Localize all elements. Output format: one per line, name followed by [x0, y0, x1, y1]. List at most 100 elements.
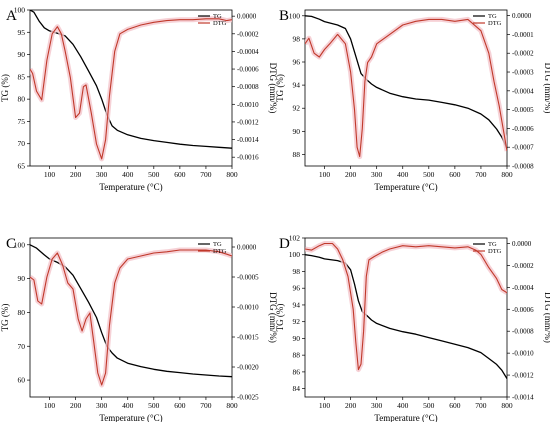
x-axis-title: Temperature (°C) — [374, 182, 437, 192]
y-left-tick-label: 90 — [18, 50, 26, 59]
legend-label-dtg: DTG — [213, 20, 227, 27]
x-axis-title: Temperature (°C) — [99, 413, 162, 422]
y-right-tick-label: -0.0007 — [512, 144, 534, 152]
x-tick-label: 600 — [449, 170, 461, 179]
y-left-tick-label: 92 — [293, 317, 301, 326]
series-tg-line — [30, 10, 232, 149]
series-tg-line — [305, 15, 507, 149]
y-left-tick-label: 84 — [293, 384, 301, 393]
x-tick-label: 500 — [148, 170, 160, 179]
y-right-axis-title: DTG (mm/%) — [268, 63, 278, 114]
legend-label-tg: TG — [488, 241, 497, 248]
y-right-tick-label: -0.0005 — [237, 274, 259, 282]
series-dtg-halo — [305, 16, 507, 160]
y-left-tick-label: 96 — [293, 58, 301, 67]
x-tick-label: 700 — [475, 401, 487, 410]
x-tick-label: 700 — [475, 170, 487, 179]
panel-label: C — [6, 236, 16, 252]
y-right-tick-label: -0.0008 — [512, 328, 534, 336]
y-left-tick-label: 60 — [18, 376, 26, 385]
y-left-tick-label: 86 — [293, 367, 301, 376]
legend-label-tg: TG — [488, 13, 497, 20]
y-right-tick-label: 0.0000 — [512, 240, 532, 248]
plot-frame — [304, 237, 508, 398]
x-tick-label: 400 — [122, 170, 134, 179]
x-tick-label: 100 — [44, 170, 56, 179]
series-dtg-line — [30, 18, 232, 160]
y-left-tick-label: 100 — [289, 11, 301, 20]
y-right-tick-label: 0.0000 — [237, 13, 257, 21]
x-tick-label: 700 — [200, 401, 212, 410]
legend-label-dtg: DTG — [488, 248, 502, 255]
y-right-tick-label: -0.0003 — [512, 69, 534, 77]
y-left-tick-label: 80 — [18, 308, 26, 317]
legend-label-dtg: DTG — [213, 248, 227, 255]
y-left-axis-title: TG (%) — [275, 74, 285, 102]
y-right-tick-label: -0.0014 — [512, 394, 534, 402]
y-left-tick-label: 75 — [18, 117, 26, 126]
series-dtg-line — [305, 18, 507, 158]
y-right-axis-title: DTG (mm/%) — [543, 63, 550, 114]
series-dtg-halo — [30, 247, 232, 388]
y-left-tick-label: 92 — [293, 104, 301, 113]
y-right-tick-label: -0.0006 — [512, 306, 534, 314]
x-tick-label: 700 — [200, 170, 212, 179]
y-right-tick-label: -0.0006 — [237, 66, 259, 74]
panel-label: D — [279, 236, 290, 252]
y-left-tick-label: 94 — [293, 81, 301, 90]
y-left-tick-label: 100 — [14, 6, 26, 15]
panel-label: B — [279, 8, 289, 24]
legend-label-dtg: DTG — [488, 20, 502, 27]
y-left-tick-label: 100 — [14, 240, 26, 249]
x-tick-label: 400 — [122, 401, 134, 410]
x-tick-label: 300 — [96, 401, 108, 410]
y-left-tick-label: 70 — [18, 342, 26, 351]
y-left-tick-label: 98 — [293, 267, 301, 276]
x-axis-title: Temperature (°C) — [374, 413, 437, 422]
y-left-tick-label: 90 — [18, 274, 26, 283]
x-tick-label: 200 — [345, 401, 357, 410]
x-tick-label: 200 — [70, 170, 82, 179]
x-tick-label: 300 — [96, 170, 108, 179]
x-tick-label: 400 — [397, 401, 409, 410]
x-tick-label: 100 — [319, 170, 331, 179]
y-right-tick-label: -0.0004 — [237, 48, 259, 56]
series-dtg-halo — [30, 16, 232, 162]
y-left-tick-label: 88 — [293, 351, 301, 360]
x-tick-label: 500 — [148, 401, 160, 410]
y-right-tick-label: -0.0008 — [237, 83, 259, 91]
x-axis-title: Temperature (°C) — [99, 182, 162, 192]
y-right-tick-label: -0.0008 — [512, 163, 534, 171]
y-left-axis-title: TG (%) — [0, 304, 10, 332]
y-right-axis-title: DTG (mm/%) — [543, 292, 550, 343]
y-left-tick-label: 98 — [293, 34, 301, 43]
y-right-tick-label: -0.0002 — [512, 50, 534, 58]
x-tick-label: 600 — [174, 401, 186, 410]
y-right-tick-label: -0.0004 — [512, 284, 534, 292]
y-right-tick-label: -0.0001 — [512, 31, 534, 39]
x-tick-label: 300 — [371, 401, 383, 410]
x-tick-label: 500 — [423, 401, 435, 410]
y-left-tick-label: 70 — [18, 139, 26, 148]
y-left-tick-label: 100 — [289, 250, 301, 259]
y-left-axis-title: TG (%) — [0, 74, 10, 102]
y-right-axis-title: DTG (mm/%) — [268, 292, 278, 343]
y-right-tick-label: 0.0000 — [237, 244, 257, 252]
plot-frame — [304, 9, 508, 167]
y-left-tick-label: 90 — [293, 334, 301, 343]
y-right-tick-label: -0.0012 — [237, 118, 259, 126]
plot-frame — [29, 237, 233, 398]
x-tick-label: 200 — [345, 170, 357, 179]
y-left-tick-label: 90 — [293, 127, 301, 136]
y-right-tick-label: -0.0012 — [512, 372, 534, 380]
x-tick-label: 800 — [226, 401, 238, 410]
y-right-tick-label: -0.0014 — [237, 136, 259, 144]
y-left-tick-label: 80 — [18, 95, 26, 104]
y-left-tick-label: 85 — [18, 72, 26, 81]
x-tick-label: 500 — [423, 170, 435, 179]
